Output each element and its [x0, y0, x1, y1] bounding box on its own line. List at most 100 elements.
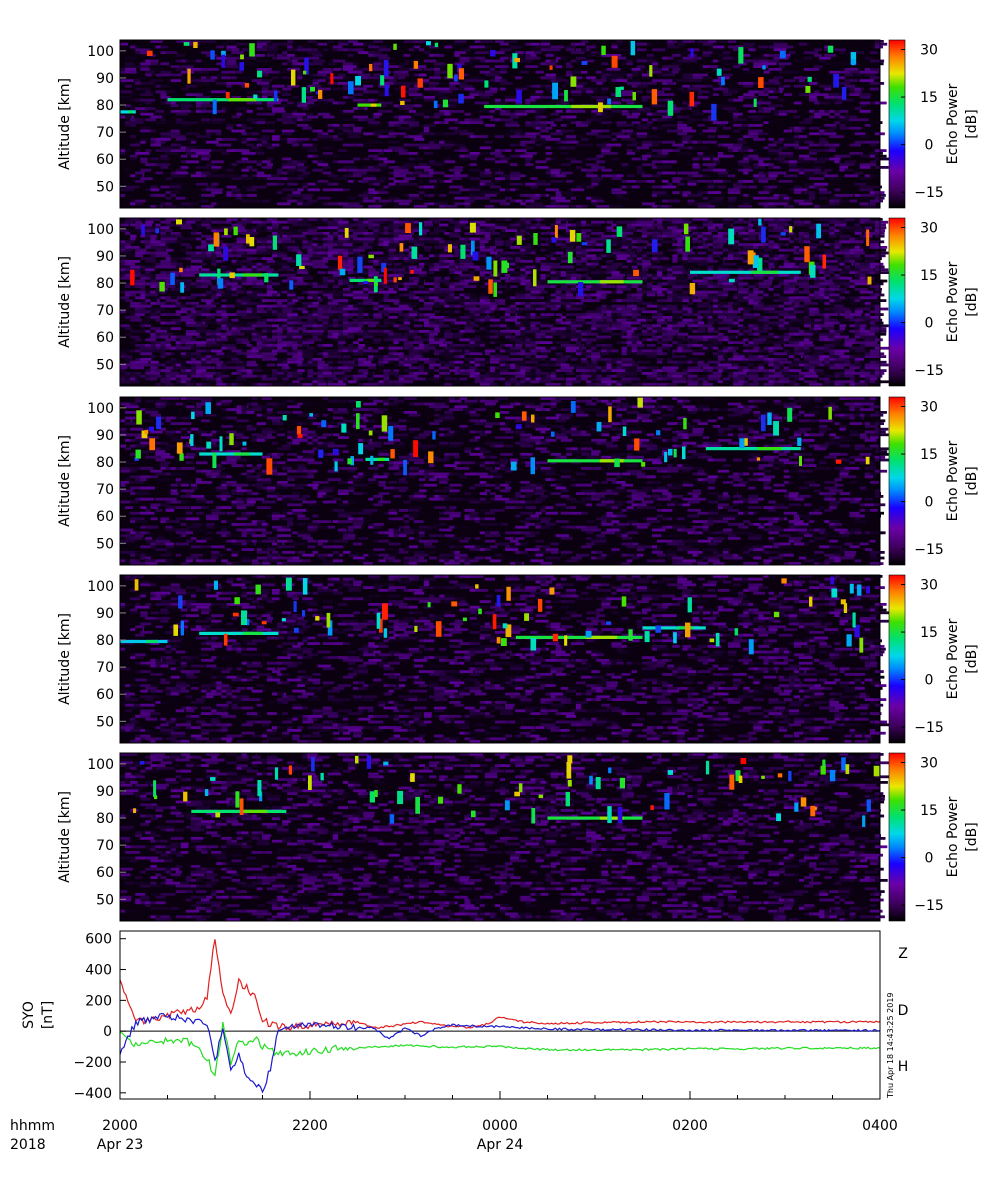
y-tick-label: 90: [96, 249, 114, 265]
y-tick-label: −200: [74, 1055, 112, 1071]
y-tick-label: 50: [96, 714, 114, 730]
plot-timestamp: Thu Apr 18 14:43:25 2019: [886, 992, 895, 1099]
echo-layer: [199, 631, 279, 635]
series-line-H: [119, 1012, 881, 1094]
y-tick-label: 400: [85, 963, 112, 979]
colorbar-tick-label: 30: [920, 400, 938, 416]
heatmap-panel-3: 50 60 70 80 90 100 Altitude [km] −15 0 15 30 Echo P…: [57, 396, 980, 566]
y-tick-label: 600: [85, 932, 112, 948]
echo-layer-core: [234, 452, 250, 456]
time-format-label: hhmm: [10, 1118, 55, 1134]
colorbar-tick-label: 30: [920, 756, 938, 772]
echo-layer-core: [599, 280, 624, 284]
y-tick-label: −400: [74, 1086, 112, 1102]
y-tick-label: 60: [96, 330, 114, 346]
y-tick-label: 100: [87, 44, 114, 60]
echo-layer-core: [751, 270, 779, 274]
y-tick-label: 50: [96, 536, 114, 552]
echo-layer: [167, 98, 279, 102]
echo-layer-core: [585, 635, 618, 639]
y-tick-label: 100: [87, 579, 114, 595]
heatmap-panel-1: 50 60 70 80 90 100 Altitude [km] −15 0 15 30 Echo P…: [57, 39, 980, 209]
y-tick-label: 70: [96, 660, 114, 676]
heatmap-frame: [119, 574, 881, 744]
date-label: Apr 23: [97, 1137, 143, 1153]
echo-layer: [547, 280, 643, 284]
colorbar: [888, 574, 906, 744]
date-label: Apr 24: [477, 1137, 524, 1153]
y-axis-label-unit: [nT]: [40, 1001, 56, 1029]
echo-layer-core: [758, 447, 782, 451]
series-label-D: D: [898, 1003, 909, 1019]
y-tick-label: 70: [96, 303, 114, 319]
y-tick-label: 60: [96, 687, 114, 703]
colorbar-label: Echo Power: [945, 796, 961, 877]
y-tick-label: 80: [96, 811, 114, 827]
colorbar-tick-label: 15: [920, 803, 938, 819]
heatmap-noise: [120, 575, 890, 743]
echo-blips: [134, 397, 870, 476]
colorbar-tick-label: −15: [914, 720, 944, 736]
echo-layer-core: [370, 103, 377, 107]
colorbar-tick-label: −15: [914, 542, 944, 558]
echo-layer-core: [242, 273, 263, 277]
colorbar-label: Echo Power: [945, 83, 961, 164]
colorbar-label-unit: [dB]: [964, 822, 980, 851]
mag-background: [120, 931, 880, 1099]
y-tick-label: 90: [96, 428, 114, 444]
y-axis-label: SYO: [21, 1001, 37, 1029]
colorbar-label-unit: [dB]: [964, 287, 980, 316]
echo-layer-core: [146, 639, 158, 644]
echo-blips: [133, 755, 880, 827]
echo-blips: [130, 218, 872, 297]
echo-layer-core: [367, 278, 375, 282]
colorbar: [888, 217, 906, 387]
y-tick-label: 80: [96, 633, 114, 649]
colorbar-tick-label: 15: [920, 268, 938, 284]
y-tick-label: 50: [96, 357, 114, 373]
echo-layer: [357, 103, 382, 107]
heatmap-frame: [119, 217, 881, 387]
series-label-Z: Z: [898, 946, 908, 962]
echo-layer: [349, 278, 382, 282]
echo-layer-core: [242, 631, 263, 635]
x-tick-label: 2000: [102, 1118, 138, 1134]
colorbar-label: Echo Power: [945, 618, 961, 699]
colorbar: [888, 752, 906, 922]
y-tick-label: 90: [96, 784, 114, 800]
colorbar-tick-label: −15: [914, 898, 944, 914]
heatmap-frame: [119, 752, 881, 922]
echo-layer: [120, 639, 168, 644]
echo-layer: [690, 270, 801, 274]
y-tick-label: 100: [87, 222, 114, 238]
colorbar-label-unit: [dB]: [964, 466, 980, 495]
colorbar-tick-label: 0: [925, 138, 934, 154]
time-axis: 2000 2200 0000 0200 0400 Apr 23 Apr 24 hhmm 2018: [10, 1091, 898, 1153]
echo-layer: [642, 626, 706, 630]
echo-layer: [365, 457, 390, 461]
colorbar-label: Echo Power: [945, 440, 961, 521]
colorbar-tick-label: 30: [920, 578, 938, 594]
y-tick-label: 60: [96, 152, 114, 168]
magnetometer-panel: −400 −200 0 200 400 600 SYO [nT] Z D H: [21, 930, 909, 1102]
echo-layer: [484, 104, 643, 109]
colorbar-label-unit: [dB]: [964, 644, 980, 673]
echo-layer-core: [378, 457, 385, 461]
echo-layer: [199, 452, 263, 456]
heatmap-panel-5: 50 60 70 80 90 100 Altitude [km] −15 0 15 30 Echo P…: [57, 752, 980, 922]
y-tick-label: 90: [96, 71, 114, 87]
y-tick-label: 60: [96, 865, 114, 881]
heatmap-noise: [120, 40, 890, 208]
echo-layer: [191, 809, 287, 813]
year-label: 2018: [10, 1137, 46, 1153]
y-tick-label: 80: [96, 98, 114, 114]
series-line-Z: [119, 939, 881, 1032]
heatmap-panels: 50 60 70 80 90 100 Altitude [km] −15 0 15 30 Echo P…: [57, 39, 980, 922]
y-tick-label: 70: [96, 482, 114, 498]
colorbar-label-unit: [dB]: [964, 109, 980, 138]
y-tick-label: 80: [96, 276, 114, 292]
y-axis-label: Altitude [km]: [57, 791, 73, 883]
colorbar-tick-label: 0: [925, 495, 934, 511]
colorbar-tick-label: 30: [920, 221, 938, 237]
